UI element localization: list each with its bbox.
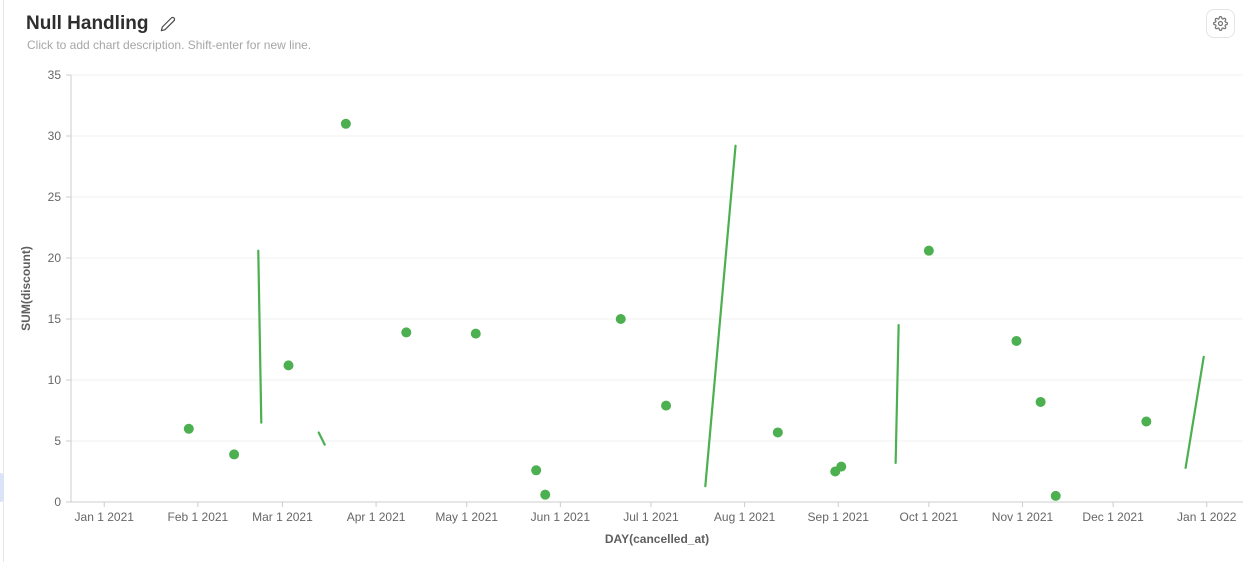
x-tick-label: Nov 1 2021 <box>992 510 1054 524</box>
y-tick-label: 30 <box>48 129 62 143</box>
gear-icon <box>1213 16 1228 31</box>
data-point[interactable] <box>1011 335 1022 346</box>
x-tick-label: May 1 2021 <box>435 510 498 524</box>
x-tick-label: Mar 1 2021 <box>252 510 313 524</box>
y-tick-label: 15 <box>48 312 62 326</box>
x-tick-label: Aug 1 2021 <box>714 510 776 524</box>
x-tick-label: Jan 1 2022 <box>1177 510 1237 524</box>
x-tick-label: Dec 1 2021 <box>1082 510 1144 524</box>
x-tick-label: Sep 1 2021 <box>808 510 870 524</box>
chart-header: Null Handling <box>26 11 176 37</box>
x-tick-label: Jul 1 2021 <box>623 510 679 524</box>
pencil-icon <box>160 16 176 32</box>
y-axis-title: SUM(discount) <box>19 246 33 331</box>
data-point[interactable] <box>615 314 626 324</box>
chart-description-placeholder[interactable]: Click to add chart description. Shift-en… <box>27 38 312 52</box>
data-point[interactable] <box>401 327 412 338</box>
x-tick-label: Oct 1 2021 <box>899 510 958 524</box>
line-segment[interactable] <box>894 324 900 465</box>
data-point[interactable] <box>470 328 481 339</box>
x-tick-label: Jun 1 2021 <box>531 510 591 524</box>
data-point[interactable] <box>340 118 351 129</box>
panel-left-border <box>3 0 4 562</box>
y-tick-label: 35 <box>48 68 62 82</box>
data-point[interactable] <box>1050 490 1061 501</box>
x-tick-label: Apr 1 2021 <box>347 510 406 524</box>
data-point[interactable] <box>283 360 294 371</box>
edit-title-button[interactable] <box>160 16 176 32</box>
data-point[interactable] <box>923 245 934 256</box>
left-edge-highlight <box>0 473 4 502</box>
y-tick-label: 10 <box>48 373 62 387</box>
y-tick-label: 20 <box>48 251 62 265</box>
data-point[interactable] <box>1035 396 1046 407</box>
data-point[interactable] <box>229 449 240 460</box>
data-point[interactable] <box>836 461 847 472</box>
x-tick-label: Feb 1 2021 <box>168 510 229 524</box>
data-point[interactable] <box>1141 416 1152 427</box>
data-point[interactable] <box>531 465 542 476</box>
data-point[interactable] <box>183 423 194 434</box>
y-tick-label: 0 <box>54 495 61 509</box>
line-segment[interactable] <box>257 249 263 424</box>
line-segment[interactable] <box>1184 355 1205 469</box>
settings-button[interactable] <box>1206 9 1235 38</box>
line-segment[interactable] <box>704 144 737 488</box>
data-point[interactable] <box>540 489 551 500</box>
chart-title: Null Handling <box>26 13 149 34</box>
data-point[interactable] <box>772 427 783 438</box>
data-point[interactable] <box>661 400 672 411</box>
line-segment[interactable] <box>317 431 326 446</box>
x-tick-label: Jan 1 2021 <box>75 510 135 524</box>
y-tick-label: 25 <box>48 190 62 204</box>
y-tick-label: 5 <box>54 434 61 448</box>
x-axis-title: DAY(cancelled_at) <box>605 532 709 546</box>
